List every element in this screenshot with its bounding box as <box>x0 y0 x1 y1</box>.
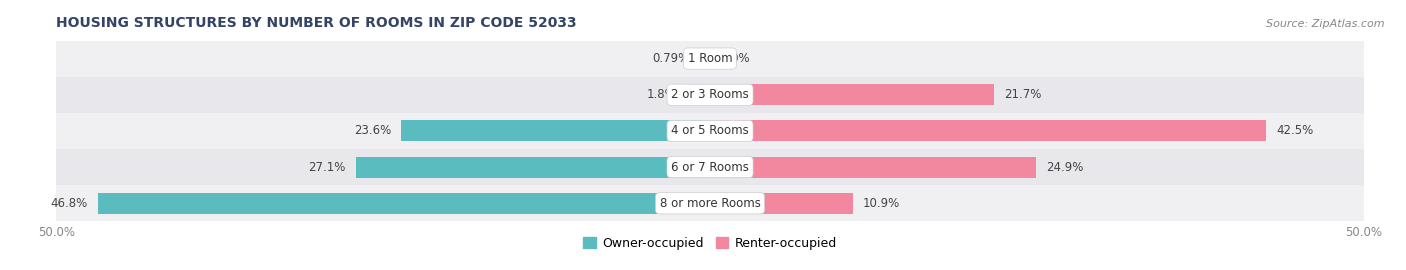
Text: 6 or 7 Rooms: 6 or 7 Rooms <box>671 161 749 174</box>
Bar <box>700 48 710 69</box>
Text: 1 Room: 1 Room <box>688 52 733 65</box>
Text: 4 or 5 Rooms: 4 or 5 Rooms <box>671 124 749 137</box>
Text: 10.9%: 10.9% <box>863 197 900 210</box>
Bar <box>0 113 1406 149</box>
Bar <box>0 185 1406 221</box>
Text: 0.79%: 0.79% <box>652 52 689 65</box>
Text: 21.7%: 21.7% <box>1004 88 1042 101</box>
Text: 2 or 3 Rooms: 2 or 3 Rooms <box>671 88 749 101</box>
Text: 24.9%: 24.9% <box>1046 161 1084 174</box>
Text: 1.8%: 1.8% <box>647 88 676 101</box>
Text: 42.5%: 42.5% <box>1277 124 1313 137</box>
Bar <box>710 84 994 105</box>
Bar <box>98 193 710 214</box>
Bar <box>356 157 710 178</box>
Text: 46.8%: 46.8% <box>51 197 87 210</box>
Text: 8 or more Rooms: 8 or more Rooms <box>659 197 761 210</box>
Bar <box>710 120 1265 141</box>
Text: 27.1%: 27.1% <box>308 161 346 174</box>
Text: Source: ZipAtlas.com: Source: ZipAtlas.com <box>1267 19 1385 29</box>
Text: 0.0%: 0.0% <box>720 52 751 65</box>
Bar <box>0 40 1406 77</box>
Text: 23.6%: 23.6% <box>354 124 391 137</box>
Legend: Owner-occupied, Renter-occupied: Owner-occupied, Renter-occupied <box>578 232 842 255</box>
Bar <box>686 84 710 105</box>
Bar <box>710 193 852 214</box>
Text: HOUSING STRUCTURES BY NUMBER OF ROOMS IN ZIP CODE 52033: HOUSING STRUCTURES BY NUMBER OF ROOMS IN… <box>56 16 576 30</box>
Bar <box>0 149 1406 185</box>
Bar <box>402 120 710 141</box>
Bar <box>710 157 1036 178</box>
Bar <box>0 77 1406 113</box>
